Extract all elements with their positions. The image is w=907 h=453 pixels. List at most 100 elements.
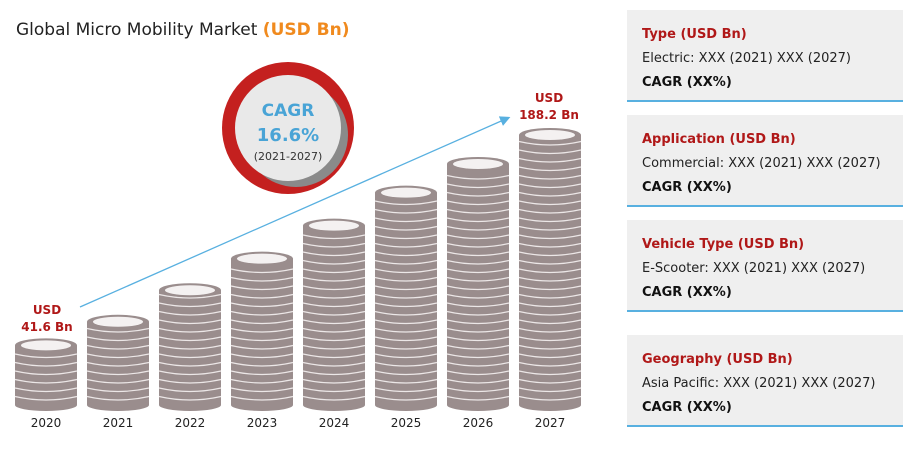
coin-separator (518, 242, 582, 248)
coin-separator (230, 310, 294, 316)
coin-separator (230, 387, 294, 393)
coin-separator (518, 234, 582, 240)
coin-separator (158, 370, 222, 376)
coin-separator (302, 268, 366, 274)
coin-top-face (381, 187, 431, 198)
coin-separator (518, 293, 582, 299)
coin-top-face (237, 253, 287, 264)
cagr-inner-circle (235, 75, 341, 181)
coin-separator (230, 378, 294, 384)
coin-stack-chart: 2020 2021 2022 2023 2024 2025 2026 2027 CAGR 16… (14, 62, 582, 430)
coin-separator (86, 361, 150, 367)
coin-separator (302, 353, 366, 359)
segment-card-type: Type (USD Bn) Electric: XXX (2021) XXX (… (627, 10, 903, 102)
bar-2022 (158, 283, 222, 411)
chart-title-unit: (USD Bn) (262, 20, 350, 40)
coin-separator (302, 293, 366, 299)
coin-separator (518, 276, 582, 282)
coin-separator (230, 327, 294, 333)
coin-separator (518, 157, 582, 163)
coin-separator (230, 336, 294, 342)
bar-stacks (14, 128, 582, 411)
coin-separator (518, 285, 582, 291)
coin-separator (230, 285, 294, 291)
coin-separator (158, 327, 222, 333)
coin-separator (374, 259, 438, 265)
coin-separator (518, 140, 582, 146)
coin-separator (518, 208, 582, 214)
coin-separator (302, 276, 366, 282)
coin-separator (374, 378, 438, 384)
coin-separator (374, 285, 438, 291)
coin-separator (230, 302, 294, 308)
coin-separator (158, 387, 222, 393)
coin-separator (158, 378, 222, 384)
coin-separator (302, 370, 366, 376)
coin-stack-body (15, 345, 77, 405)
coin-separator (158, 319, 222, 325)
coin-separator (518, 361, 582, 367)
coin-separator (518, 319, 582, 325)
coin-separator (374, 208, 438, 214)
cagr-badge: CAGR 16.6% (2021-2027) (222, 62, 354, 194)
coin-top-face (309, 220, 359, 231)
coin-separator (158, 361, 222, 367)
bar-2027 (518, 128, 582, 411)
coin-separator (14, 378, 78, 384)
coin-separator (86, 387, 150, 393)
bar-2026 (446, 156, 510, 411)
chart-title: Global Micro Mobility Market (USD Bn) (16, 20, 349, 40)
coin-separator (446, 191, 510, 197)
x-tick-label: 2023 (247, 416, 278, 430)
coin-separator (446, 378, 510, 384)
coin-separator (230, 344, 294, 350)
coin-separator (374, 387, 438, 393)
coin-separator (446, 310, 510, 316)
coin-separator (374, 327, 438, 333)
coin-separator (446, 395, 510, 401)
coin-separator (230, 361, 294, 367)
coin-separator (302, 361, 366, 367)
bar-2020 (14, 338, 78, 411)
coin-separator (518, 217, 582, 223)
coin-separator (446, 302, 510, 308)
coin-stack-base (375, 399, 437, 411)
coin-separator (158, 395, 222, 401)
coin-stack-base (159, 399, 221, 411)
coin-separator (158, 353, 222, 359)
coin-separator (446, 259, 510, 265)
coin-separator (86, 370, 150, 376)
coin-separator (518, 200, 582, 206)
chart-title-main: Global Micro Mobility Market (16, 20, 258, 40)
segment-card-title: Application (USD Bn) (642, 132, 796, 147)
coin-separator (86, 395, 150, 401)
coin-separator (518, 174, 582, 180)
coin-separator (518, 327, 582, 333)
coin-separator (14, 361, 78, 367)
coin-stack-body (447, 163, 509, 405)
coin-separator (86, 336, 150, 342)
coin-separator (374, 200, 438, 206)
bar-2024 (302, 218, 366, 411)
coin-separator (518, 395, 582, 401)
cagr-label: CAGR (262, 101, 315, 121)
coin-separator (86, 378, 150, 384)
coin-separator (158, 344, 222, 350)
coin-separator (518, 344, 582, 350)
coin-separator (446, 183, 510, 189)
coin-separator (518, 310, 582, 316)
coin-separator (518, 378, 582, 384)
coin-separator (446, 361, 510, 367)
coin-separator (518, 302, 582, 308)
coin-separator (374, 319, 438, 325)
segment-card-cagr: CAGR (XX%) (642, 285, 732, 300)
coin-separator (374, 310, 438, 316)
coin-separator (158, 310, 222, 316)
x-tick-label: 2020 (31, 416, 62, 430)
coin-separator (302, 302, 366, 308)
coin-separator (446, 327, 510, 333)
coin-separator (374, 293, 438, 299)
coin-separator (302, 251, 366, 257)
x-tick-label: 2026 (463, 416, 494, 430)
coin-stack-body (519, 135, 581, 405)
